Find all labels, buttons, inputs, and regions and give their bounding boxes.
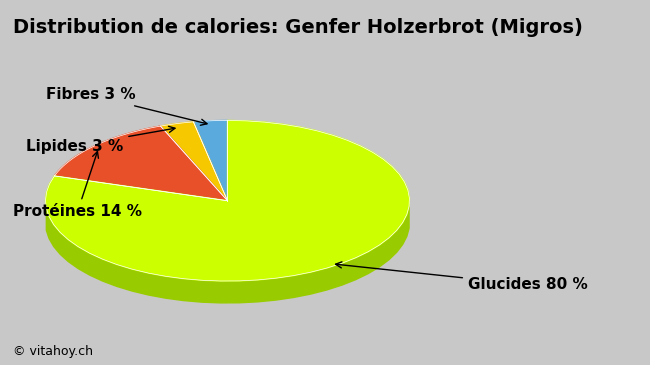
Polygon shape xyxy=(46,120,410,281)
Text: Protéines 14 %: Protéines 14 % xyxy=(13,151,142,219)
Text: Distribution de calories: Genfer Holzerbrot (Migros): Distribution de calories: Genfer Holzerb… xyxy=(13,18,583,37)
Polygon shape xyxy=(194,120,228,201)
Polygon shape xyxy=(55,126,227,201)
Text: Glucides 80 %: Glucides 80 % xyxy=(335,262,588,292)
Polygon shape xyxy=(161,122,228,201)
Text: Lipides 3 %: Lipides 3 % xyxy=(26,126,175,154)
Text: Fibres 3 %: Fibres 3 % xyxy=(46,87,207,125)
Polygon shape xyxy=(46,207,409,303)
Text: © vitahoy.ch: © vitahoy.ch xyxy=(13,345,93,358)
